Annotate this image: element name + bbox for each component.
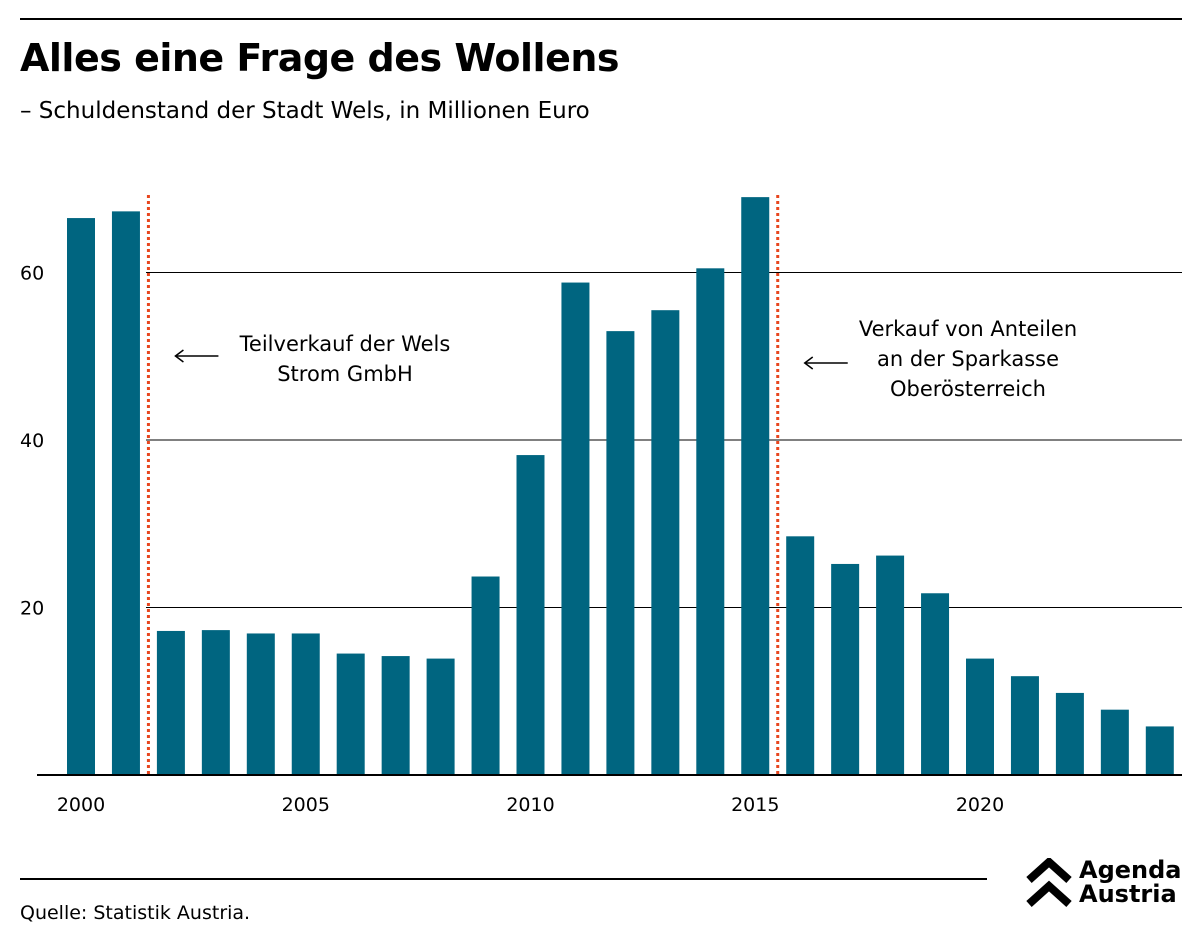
annotation-arrow-head xyxy=(803,356,814,370)
y-tick-label: 20 xyxy=(20,598,44,620)
x-tick-label: 2020 xyxy=(956,794,1004,816)
top-rule xyxy=(20,18,1182,20)
bar xyxy=(1010,676,1039,775)
x-tick-label: 2010 xyxy=(506,794,554,816)
bar xyxy=(876,555,905,775)
bar xyxy=(201,630,230,775)
annotation-text: Oberösterreich xyxy=(890,377,1046,401)
bar xyxy=(696,268,725,775)
bar xyxy=(1100,709,1129,775)
bar xyxy=(1145,726,1174,775)
annotation-text: an der Sparkasse xyxy=(877,347,1059,371)
bar xyxy=(246,633,275,775)
logo-line-2: Austria xyxy=(1079,880,1177,908)
y-tick-label: 40 xyxy=(20,430,44,452)
bar xyxy=(67,218,95,775)
bar xyxy=(291,633,320,775)
bar xyxy=(156,630,185,775)
bar xyxy=(786,536,815,775)
bar xyxy=(111,211,140,776)
annotation-text: Teilverkauf der Wels xyxy=(239,332,451,356)
annotation-text: Strom GmbH xyxy=(277,362,413,386)
bottom-rule xyxy=(20,878,987,880)
agenda-austria-logo: Agenda Austria xyxy=(1025,858,1185,914)
bar xyxy=(966,658,994,775)
bar xyxy=(516,455,545,775)
logo-line-1: Agenda xyxy=(1079,856,1182,884)
source-note: Quelle: Statistik Austria. xyxy=(20,902,251,924)
bar xyxy=(651,310,680,775)
chart-subtitle: – Schuldenstand der Stadt Wels, in Milli… xyxy=(20,98,590,124)
x-tick-label: 2000 xyxy=(57,794,105,816)
bar xyxy=(831,563,860,775)
y-tick-label: 60 xyxy=(20,263,44,285)
chevron-logo-icon xyxy=(1026,858,1072,907)
bar xyxy=(336,653,365,775)
bar xyxy=(1055,692,1084,775)
logo-text: Agenda Austria xyxy=(1079,858,1182,906)
x-tick-label: 2015 xyxy=(731,794,779,816)
bar xyxy=(741,197,770,775)
chart-title: Alles eine Frage des Wollens xyxy=(20,36,620,80)
bar xyxy=(921,593,950,775)
x-tick-label: 2005 xyxy=(282,794,330,816)
bar xyxy=(471,576,500,775)
bar xyxy=(426,658,455,775)
annotation-text: Verkauf von Anteilen xyxy=(859,317,1077,341)
bar xyxy=(381,656,410,775)
bar xyxy=(606,331,635,775)
bar xyxy=(561,282,590,775)
annotation-arrow-head xyxy=(174,349,184,363)
